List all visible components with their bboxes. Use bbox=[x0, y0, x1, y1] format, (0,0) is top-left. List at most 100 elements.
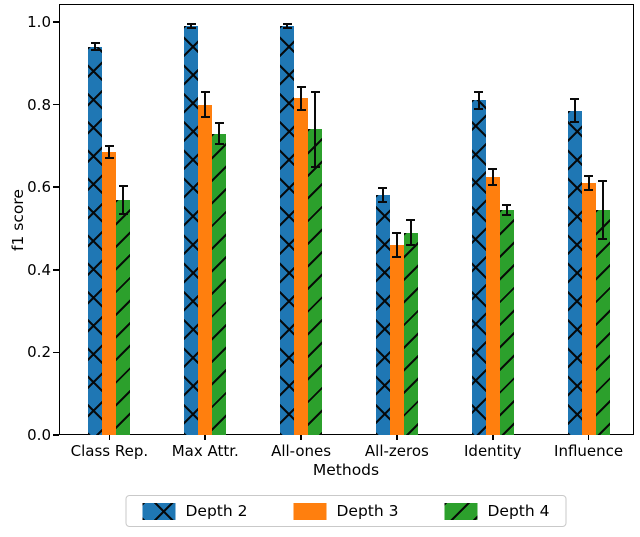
error-bar-cap-top bbox=[378, 187, 388, 190]
y-tick-mark bbox=[53, 434, 59, 436]
error-bar-cap-bottom bbox=[186, 27, 196, 30]
error-bar-line bbox=[314, 92, 317, 167]
legend-item: Depth 4 bbox=[444, 502, 550, 520]
error-bar-cap-bottom bbox=[570, 121, 580, 124]
x-tick-mark bbox=[300, 435, 302, 440]
error-bar-cap-top bbox=[214, 121, 224, 124]
bar bbox=[375, 195, 390, 435]
y-tick-label: 0.2 bbox=[27, 343, 51, 362]
x-tick-mark bbox=[587, 435, 590, 440]
bar bbox=[499, 209, 514, 435]
error-bar-line bbox=[218, 122, 221, 145]
error-bar-cap-top bbox=[186, 23, 196, 26]
y-tick-label: 0.6 bbox=[27, 178, 51, 197]
y-tick-mark bbox=[53, 21, 59, 23]
x-tick-mark bbox=[491, 435, 494, 440]
y-tick-label: 0.4 bbox=[27, 260, 51, 279]
error-bar-cap-bottom bbox=[214, 143, 224, 146]
bar bbox=[294, 98, 309, 435]
x-tick-label: All-ones bbox=[271, 442, 332, 460]
error-bar-cap-bottom bbox=[598, 237, 608, 240]
legend-label: Depth 4 bbox=[487, 502, 550, 520]
y-tick-mark bbox=[53, 269, 59, 271]
error-bar-cap-bottom bbox=[90, 49, 100, 52]
y-tick-label: 1.0 bbox=[27, 13, 51, 31]
error-bar-cap-bottom bbox=[474, 107, 484, 110]
error-bar-line bbox=[108, 146, 111, 158]
y-tick-label: 0.8 bbox=[27, 95, 51, 114]
bar bbox=[595, 209, 610, 435]
error-bar-cap-top bbox=[310, 91, 320, 94]
error-bar-line bbox=[286, 24, 289, 29]
error-bar-cap-top bbox=[570, 98, 580, 101]
error-bar-cap-bottom bbox=[502, 213, 512, 216]
error-bar-cap-top bbox=[104, 145, 114, 148]
error-bar-cap-top bbox=[502, 203, 512, 206]
error-bar-line bbox=[122, 185, 125, 214]
error-bar-line bbox=[505, 204, 508, 215]
x-tick-label: Max Attr. bbox=[171, 442, 239, 460]
error-bar-line bbox=[204, 92, 207, 117]
bar bbox=[389, 245, 404, 435]
error-bar-cap-bottom bbox=[310, 165, 320, 168]
x-tick-mark bbox=[204, 435, 207, 440]
error-bar-cap-top bbox=[118, 184, 128, 187]
x-tick-label: All-zeros bbox=[364, 442, 429, 460]
legend-swatch-depth-3 bbox=[293, 502, 327, 520]
y-tick-mark bbox=[53, 186, 59, 188]
error-bar-line bbox=[300, 87, 303, 110]
error-bar-cap-bottom bbox=[296, 108, 306, 111]
legend-label: Depth 3 bbox=[336, 502, 399, 520]
error-bar-line bbox=[573, 99, 576, 123]
error-bar-cap-bottom bbox=[200, 115, 210, 118]
error-bar-cap-top bbox=[598, 180, 608, 182]
legend: Depth 2 Depth 3 Depth 4 bbox=[125, 495, 567, 527]
x-axis-label: Methods bbox=[312, 461, 380, 479]
x-tick-label: Identity bbox=[464, 442, 522, 460]
x-tick-mark bbox=[108, 435, 111, 440]
x-tick-mark bbox=[396, 435, 398, 440]
y-tick-mark bbox=[53, 103, 59, 106]
error-bar-cap-bottom bbox=[584, 188, 594, 191]
bar bbox=[308, 129, 323, 435]
error-bar-line bbox=[409, 220, 412, 245]
bar bbox=[102, 152, 117, 435]
error-bar-cap-top bbox=[488, 167, 498, 170]
error-bar-cap-bottom bbox=[406, 244, 416, 247]
error-bar-cap-bottom bbox=[104, 156, 114, 159]
error-bar-cap-top bbox=[90, 42, 100, 45]
legend-swatch-depth-2 bbox=[142, 502, 176, 520]
error-bar-cap-bottom bbox=[488, 184, 498, 187]
legend-item: Depth 3 bbox=[293, 502, 399, 520]
error-bar-line bbox=[190, 24, 193, 29]
y-tick-mark bbox=[53, 351, 59, 354]
y-tick-label: 0.0 bbox=[27, 426, 51, 444]
bar bbox=[198, 104, 213, 435]
error-bar-cap-bottom bbox=[118, 212, 128, 215]
bar bbox=[88, 46, 103, 435]
x-tick-label: Class Rep. bbox=[70, 442, 149, 460]
bar bbox=[280, 26, 295, 435]
error-bar-cap-top bbox=[392, 231, 402, 234]
error-bar-line bbox=[94, 43, 97, 51]
legend-label: Depth 2 bbox=[185, 502, 248, 520]
error-bar-cap-top bbox=[200, 91, 210, 94]
bar bbox=[212, 133, 227, 435]
error-bar-line bbox=[395, 232, 398, 258]
error-bar-cap-top bbox=[584, 175, 594, 178]
error-bar-line bbox=[381, 188, 384, 203]
error-bar-line bbox=[491, 168, 494, 186]
error-bar-cap-top bbox=[282, 23, 292, 26]
error-bar-cap-bottom bbox=[282, 27, 292, 30]
error-bar-cap-top bbox=[474, 91, 484, 94]
error-bar-line bbox=[587, 176, 590, 190]
x-tick-label: Influence bbox=[554, 442, 624, 460]
error-bar-cap-bottom bbox=[378, 201, 388, 204]
bar bbox=[471, 100, 486, 435]
bar bbox=[581, 183, 596, 435]
plot-area bbox=[59, 4, 634, 435]
legend-item: Depth 2 bbox=[142, 502, 248, 520]
legend-swatch-depth-4 bbox=[444, 502, 478, 520]
bar bbox=[116, 199, 131, 435]
